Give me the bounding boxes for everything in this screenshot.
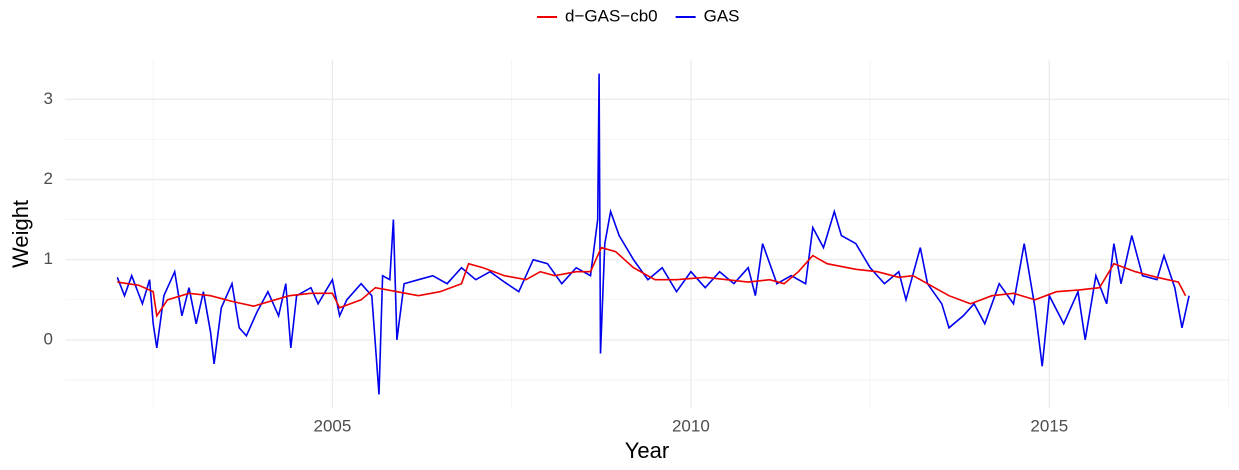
x-axis-title: Year <box>625 438 669 463</box>
line <box>116 73 1190 395</box>
x-tick-label: 2015 <box>1030 416 1068 435</box>
line <box>117 246 1187 318</box>
x-tick-label: 2005 <box>313 416 351 435</box>
y-axis-title: Weight <box>8 200 33 268</box>
y-tick-label: 3 <box>44 89 53 108</box>
y-tick-label: 2 <box>44 169 53 188</box>
y-tick-label: 0 <box>44 329 53 348</box>
legend-label: GAS <box>704 6 740 25</box>
x-tick-label: 2010 <box>672 416 710 435</box>
y-tick-label: 1 <box>44 249 53 268</box>
legend-label: d−GAS−cb0 <box>565 6 658 25</box>
